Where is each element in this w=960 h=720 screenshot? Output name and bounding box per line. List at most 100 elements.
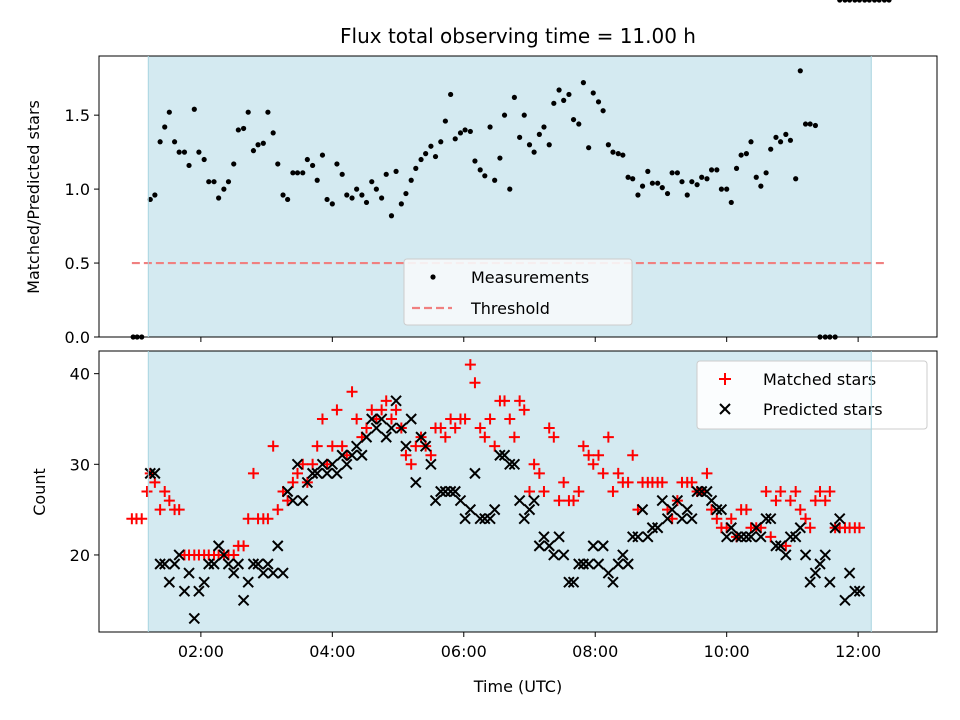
predicted-star-point	[765, 512, 777, 525]
predicted-star-point	[607, 576, 619, 588]
measurement-point	[403, 190, 409, 197]
predicted-star-point	[533, 540, 546, 552]
matched-star-point	[346, 386, 358, 398]
measurement-point	[275, 161, 281, 167]
predicted-star-point	[557, 549, 570, 561]
predicted-star-point	[686, 512, 698, 525]
measurement-point	[255, 142, 261, 148]
legend-measurements-label: Measurements	[471, 268, 589, 287]
matched-star-point	[425, 449, 437, 461]
measurement-point	[699, 174, 705, 180]
matched-star-point	[607, 486, 619, 497]
predicted-star-point	[814, 558, 826, 570]
predicted-star-point	[429, 494, 442, 507]
measurement-point	[211, 179, 217, 185]
predicted-star-point	[228, 567, 240, 579]
measurement-point	[304, 156, 310, 163]
predicted-star-point	[504, 458, 516, 471]
matched-star-point	[449, 422, 461, 434]
measurement-point	[625, 174, 631, 180]
measurement-point	[807, 121, 813, 127]
measurement-point	[655, 180, 661, 186]
predicted-star-point	[494, 449, 506, 461]
matched-star-point	[499, 395, 511, 407]
predicted-star-point	[385, 422, 398, 434]
predicted-star-point	[444, 485, 457, 498]
measurement-point	[147, 196, 153, 203]
measurement-point	[566, 91, 572, 98]
predicted-star-point	[360, 431, 373, 443]
measurement-point	[787, 137, 794, 143]
matched-star-point	[469, 377, 481, 389]
predicted-star-point	[159, 558, 171, 570]
measurement-point	[846, 0, 853, 3]
measurement-point	[497, 155, 503, 161]
measurement-point	[319, 152, 326, 158]
measurement-point	[664, 190, 671, 197]
matched-star-point	[819, 495, 831, 507]
predicted-star-point	[774, 540, 787, 552]
measurement-point	[635, 192, 641, 198]
measurement-point	[285, 196, 291, 203]
predicted-star-point	[395, 422, 408, 434]
measurement-point	[773, 134, 779, 140]
measurement-point	[408, 177, 414, 183]
measurement-point	[866, 0, 872, 3]
measurement-point	[171, 139, 178, 145]
measurement-point	[166, 109, 172, 115]
top-y-ticks: 0.0 0.5 1.0 1.5	[65, 106, 99, 347]
predicted-star-point	[336, 449, 348, 461]
legend-measurements-marker	[430, 274, 436, 280]
flux-ratio-panel: 0.0 0.5 1.0 1.5 Flux total observing time =…	[24, 0, 938, 347]
matched-star-point	[583, 449, 595, 461]
measurement-point	[708, 167, 715, 173]
predicted-star-point	[597, 540, 609, 552]
measurement-point	[576, 121, 582, 127]
x-tick-label: 04:00	[309, 642, 355, 661]
matched-star-point	[163, 495, 175, 507]
measurement-point	[630, 176, 636, 182]
measurement-point	[610, 149, 616, 155]
predicted-star-point	[681, 503, 693, 516]
measurement-point	[462, 127, 468, 133]
predicted-star-point	[612, 558, 624, 570]
matched-star-point	[627, 449, 639, 461]
matched-star-point	[612, 467, 624, 479]
measurement-point	[852, 0, 858, 3]
matched-star-point	[853, 522, 865, 534]
top-y-tick-label: 0.0	[65, 328, 90, 347]
measurement-point	[383, 171, 389, 177]
measurement-point	[842, 0, 848, 3]
matched-star-point	[800, 513, 812, 525]
measurement-point	[645, 168, 651, 174]
measurement-point	[373, 186, 379, 192]
matched-star-point	[824, 486, 836, 497]
measurement-point	[300, 170, 306, 176]
measurement-point	[324, 196, 330, 203]
matched-star-point	[533, 467, 545, 479]
measurement-point	[235, 127, 241, 133]
predicted-star-point	[198, 576, 210, 588]
matched-star-point	[528, 458, 540, 470]
predicted-star-point	[356, 449, 368, 461]
predicted-star-point	[543, 540, 555, 552]
matched-star-point	[336, 440, 348, 452]
measurement-point	[669, 170, 675, 176]
predicted-star-point	[346, 449, 358, 461]
matched-star-point	[459, 413, 471, 425]
predicted-star-point	[676, 512, 688, 525]
measurement-point	[570, 116, 577, 123]
measurement-point	[724, 186, 730, 192]
measurement-point	[176, 149, 182, 155]
predicted-star-point	[711, 503, 723, 516]
matched-star-point	[794, 504, 806, 516]
predicted-star-point	[725, 522, 737, 534]
matched-star-point	[790, 486, 802, 497]
predicted-star-point	[272, 540, 284, 552]
matched-star-point	[484, 413, 496, 425]
matched-star-point	[765, 531, 777, 543]
matched-star-point	[622, 476, 634, 488]
measurement-point	[314, 177, 320, 183]
predicted-star-point	[715, 503, 728, 516]
measurement-point	[344, 192, 350, 198]
